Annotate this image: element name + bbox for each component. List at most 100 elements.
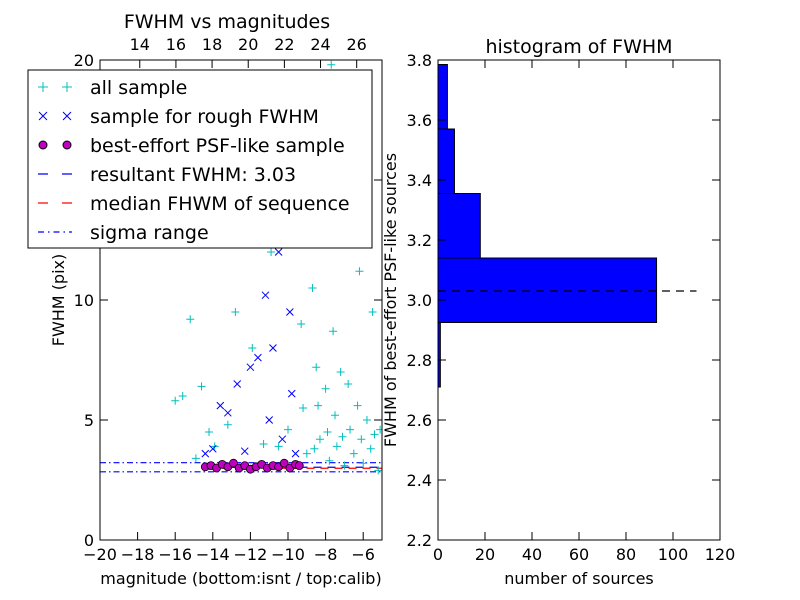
- rough-sample-point: [265, 416, 274, 424]
- legend-box: [27, 69, 373, 249]
- y-tick-label: 5: [84, 411, 94, 430]
- plus-marker-icon: [38, 82, 72, 92]
- psf-sample-point: [229, 458, 238, 468]
- all-sample-point: [344, 380, 353, 388]
- series-3-points: [200, 458, 304, 474]
- rough-sample-point: [278, 435, 287, 444]
- all-sample-point: [329, 327, 338, 336]
- rough-sample-point: [216, 401, 225, 410]
- circle-marker-icon: [38, 140, 72, 150]
- legend-label-all-sample: all sample: [90, 77, 187, 99]
- all-sample-point: [308, 284, 317, 292]
- x-tick-label: −18: [121, 545, 155, 564]
- legend-label-median-fwhm: median FHWM of sequence: [90, 193, 350, 215]
- top-tick-label: 24: [310, 35, 330, 54]
- rough-sample-point: [254, 353, 262, 362]
- all-sample-point: [248, 344, 257, 352]
- x-tick-label: −6: [351, 545, 375, 564]
- all-sample-point: [197, 382, 206, 391]
- all-sample-point: [321, 384, 330, 393]
- legend-label-rough-sample: sample for rough FWHM: [90, 106, 319, 128]
- all-sample-point: [353, 401, 362, 410]
- rough-sample-point: [201, 449, 210, 458]
- all-sample-point: [357, 435, 366, 444]
- x-tick-label: 100: [658, 545, 689, 564]
- all-sample-point: [362, 416, 371, 424]
- all-sample-point: [297, 320, 306, 328]
- all-sample-point: [315, 435, 324, 444]
- x-tick-label: −20: [83, 545, 117, 564]
- histogram-bar: [438, 257, 658, 323]
- all-sample-point: [331, 411, 339, 420]
- y-tick-label: 2.6: [407, 411, 432, 430]
- rough-sample-point: [246, 363, 255, 372]
- all-sample-point: [178, 392, 187, 400]
- x-tick-label: −16: [158, 545, 192, 564]
- all-sample-point: [336, 368, 345, 376]
- all-sample-point: [349, 449, 358, 458]
- all-sample-point: [374, 466, 382, 475]
- rough-sample-point: [286, 308, 294, 316]
- all-sample-point: [231, 308, 240, 316]
- x-tick-label: −10: [271, 545, 305, 564]
- all-sample-point: [223, 420, 232, 429]
- all-sample-point: [323, 428, 332, 436]
- all-sample-point: [299, 404, 308, 412]
- y-tick-label: 2.2: [407, 531, 432, 550]
- rough-sample-point: [287, 389, 296, 398]
- rough-sample-point: [274, 248, 283, 256]
- all-sample-point: [359, 459, 368, 468]
- legend-label-resultant-fwhm: resultant FWHM: 3.03: [90, 164, 296, 186]
- rough-sample-point: [291, 449, 300, 458]
- all-sample-point: [267, 248, 276, 256]
- y-tick-label: 3.4: [407, 171, 432, 190]
- all-sample-point: [338, 432, 347, 441]
- y-tick-label: 20: [74, 51, 94, 70]
- right-axis-ticks: 0 20 40 60 80 100 120 2.2 2.4 2.6 2.8 3.0 3.2 3.4 3.6 3…: [407, 51, 736, 564]
- rough-sample-point: [269, 344, 277, 352]
- all-sample-point: [327, 60, 336, 69]
- y-tick-label: 3.6: [407, 111, 432, 130]
- rough-sample-point: [208, 444, 217, 453]
- x-marker-icon: [38, 111, 72, 121]
- all-sample-point: [312, 363, 321, 372]
- all-sample-point: [368, 308, 377, 316]
- legend-label-sigma-range: sigma range: [90, 222, 209, 244]
- legend-label-psf-sample: best-effort PSF-like sample: [90, 135, 345, 157]
- all-sample-point: [310, 444, 319, 453]
- top-tick-label: 20: [238, 35, 258, 54]
- rough-sample-point: [233, 380, 242, 388]
- all-sample-point: [274, 442, 283, 451]
- all-sample-point: [259, 440, 268, 448]
- top-tick-label: 16: [166, 35, 186, 54]
- y-tick-label: 10: [74, 291, 94, 310]
- histogram-bar: [438, 128, 455, 194]
- rough-sample-point: [223, 408, 232, 417]
- all-sample-point: [340, 461, 349, 470]
- x-tick-label: 0: [433, 545, 443, 564]
- psf-sample-point: [279, 458, 289, 468]
- histogram-bar: [438, 193, 481, 259]
- all-sample-point: [355, 267, 364, 276]
- y-tick-label: 3.8: [407, 51, 432, 70]
- y-tick-label: 3.2: [407, 231, 432, 250]
- all-sample-point: [186, 315, 195, 324]
- y-tick-label: 3.0: [407, 291, 432, 310]
- histogram-bar: [438, 64, 448, 130]
- left-chart-title: FWHM vs magnitudes: [124, 11, 330, 33]
- all-sample-point: [376, 425, 382, 434]
- legend: all sample sample for rough FWHM best-ef…: [27, 69, 373, 249]
- psf-sample-point: [294, 461, 304, 471]
- right-chart-title: histogram of FWHM: [485, 36, 672, 58]
- legend-item-resultant-fwhm: resultant FWHM: 3.03: [38, 164, 296, 186]
- right-histogram-panel: 0 20 40 60 80 100 120 2.2 2.4 2.6 2.8 3.0 3.2 3.4 3.6 3…: [381, 36, 735, 588]
- top-tick-label: 14: [130, 35, 150, 54]
- x-tick-label: −14: [196, 545, 230, 564]
- legend-item-sigma-range: sigma range: [38, 222, 209, 244]
- x-tick-label: 60: [569, 545, 589, 564]
- left-scatter-marks: [171, 60, 382, 475]
- all-sample-point: [325, 456, 334, 465]
- x-tick-label: −8: [314, 545, 338, 564]
- y-tick-label: 2.8: [407, 351, 432, 370]
